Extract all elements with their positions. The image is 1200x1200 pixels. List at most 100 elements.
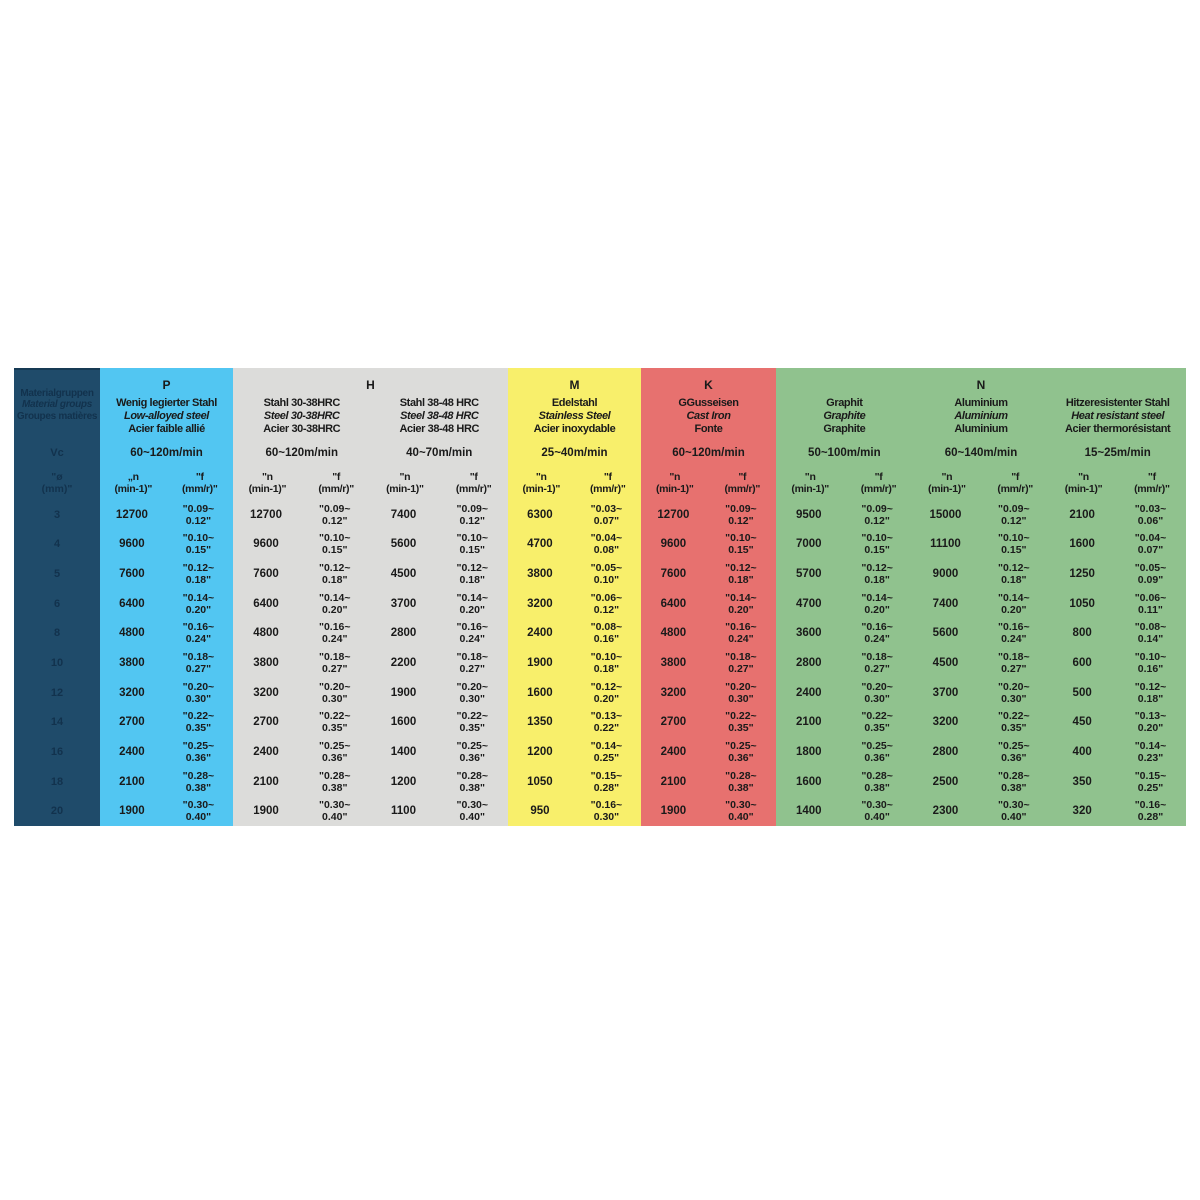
label-title-de: Materialgruppen: [20, 387, 94, 399]
feed-range-value: "0.25~ 0.36": [164, 737, 233, 767]
spindle-speed-value: 3200: [119, 686, 145, 699]
spindle-speed-value: 1100: [391, 805, 416, 818]
spindle-speed-value: 1600: [527, 686, 553, 699]
feed-range-value: "0.28~ 0.38": [706, 767, 776, 797]
feed-range-line1: "0.22~: [456, 710, 489, 723]
table-row: 1400 "0.30~ 0.40": [776, 796, 913, 826]
feed-range-value: "0.22~ 0.35": [437, 707, 509, 737]
spindle-speed-value: 7000: [796, 538, 822, 551]
feed-range-line1: "0.30~: [456, 799, 489, 812]
material-groups-label-column: Materialgruppen Material groups Groupes …: [14, 368, 100, 826]
f-header: "f (mm/r)": [1118, 466, 1186, 500]
feed-range-line1: "0.10~: [182, 532, 215, 545]
spindle-speed-value: 5600: [390, 538, 417, 551]
material-name: Stahl 30-38HRC Steel 30-38HRC Acier 30-38H…: [233, 392, 371, 440]
n-header-line: (min-1)": [248, 483, 287, 495]
f-header-line: "f: [1147, 471, 1156, 483]
feed-range-line1: "0.08~: [1134, 621, 1167, 634]
table-row: 1900 "0.30~ 0.40": [100, 796, 233, 826]
n-header-line: "n: [261, 471, 273, 483]
feed-range-line2: 0.40": [459, 811, 485, 824]
feed-range-line1: "0.22~: [182, 710, 215, 723]
f-header-line: (mm/r)": [589, 483, 626, 495]
f-header: "f (mm/r)": [844, 466, 912, 500]
material-name-fr: Aluminium: [954, 422, 1008, 435]
spindle-speed-value: 1600: [390, 716, 417, 729]
n-header-line: „n: [127, 471, 139, 483]
feed-range-value: "0.06~ 0.12": [572, 589, 641, 619]
column-subheaders: "n (min-1)" "f (mm/r)": [371, 466, 509, 500]
material-name-fr: Acier faible allié: [128, 422, 205, 435]
feed-range-line2: 0.30": [864, 692, 890, 705]
cutting-speed: 50~100m/min: [808, 447, 881, 459]
feed-range-line1: "0.14~: [590, 739, 623, 752]
material-name-de: Wenig legierter Stahl: [116, 396, 217, 409]
feed-range-value: "0.30~ 0.40": [978, 796, 1049, 826]
feed-range-value: "0.06~ 0.11": [1115, 589, 1186, 619]
feed-range-line1: "0.16~: [998, 621, 1030, 634]
feed-range-value: "0.22~ 0.35": [978, 707, 1049, 737]
n-header-line: "n: [669, 471, 681, 483]
feed-range-line2: 0.38": [322, 781, 348, 794]
table-row: 1600 "0.04~ 0.07": [1049, 530, 1186, 560]
diameter-value: 5: [53, 568, 61, 581]
feed-range-value: "0.18~ 0.27": [842, 648, 913, 678]
diameter-header: "ø (mm)": [14, 466, 100, 500]
table-row: 2400 "0.20~ 0.30": [776, 678, 913, 708]
feed-range-value: "0.22~ 0.35": [706, 707, 776, 737]
cutting-speed: 60~120m/min: [672, 447, 745, 459]
cutting-speed: 40~70m/min: [406, 447, 473, 459]
feed-range-value: "0.10~ 0.16": [1115, 648, 1186, 678]
feed-range-value: "0.08~ 0.14": [1115, 619, 1186, 649]
feed-range-value: "0.20~ 0.30": [706, 678, 776, 708]
feed-range-line1: "0.16~: [1134, 799, 1167, 812]
spindle-speed-value: 9000: [932, 568, 959, 581]
feed-range-line1: "0.30~: [182, 799, 215, 812]
feed-range-line2: 0.35": [1001, 722, 1027, 735]
material-group-k: K GGusseisen Cast Iron Fonte 60~120m/min "n (m…: [641, 368, 776, 826]
feed-range-value: "0.28~ 0.38": [842, 767, 913, 797]
feed-range-value: "0.14~ 0.20": [978, 589, 1049, 619]
spindle-speed-value: 600: [1072, 657, 1092, 670]
group-letter: K: [704, 378, 713, 392]
material-column: Stahl 38-48 HRC Steel 38-48 HRC Acier 38-4…: [371, 392, 509, 826]
table-row: 1900 "0.20~ 0.30": [371, 678, 509, 708]
feed-range-value: "0.12~ 0.20": [572, 678, 641, 708]
material-name-en: Stainless Steel: [538, 409, 611, 422]
feed-range-line1: "0.20~: [861, 680, 893, 693]
data-rows: 15000 "0.09~ 0.12" 11100 "0.10~ 0.15" 9000 "0.1…: [913, 500, 1050, 826]
table-row: 1400 "0.25~ 0.36": [371, 737, 509, 767]
material-group-n: N Graphit Graphite Graphite 50~100m/min "n (mi…: [776, 368, 1186, 826]
feed-range-line1: "0.10~: [998, 532, 1030, 545]
feed-range-line2: 0.18": [459, 574, 485, 587]
table-row: 12700 "0.09~ 0.12": [641, 500, 776, 530]
feed-range-line2: 0.30": [185, 692, 212, 705]
n-header: "n (min-1)": [776, 466, 844, 500]
spindle-speed-value: 3700: [932, 686, 959, 699]
diameter-value: 16: [50, 745, 64, 758]
feed-range-line1: "0.25~: [725, 739, 757, 752]
feed-range-value: "0.28~ 0.38": [164, 767, 233, 797]
feed-range-line2: 0.12": [1001, 514, 1027, 527]
feed-range-line2: 0.24": [322, 633, 348, 646]
spindle-speed-value: 7600: [660, 568, 687, 581]
table-row: 2100 "0.22~ 0.35": [776, 707, 913, 737]
material-name: Hitzeresistenter Stahl Heat resistant ste…: [1049, 392, 1186, 440]
material-group-h: H Stahl 30-38HRC Steel 30-38HRC Acier 30-38…: [233, 368, 508, 826]
feed-range-value: "0.04~ 0.08": [572, 530, 641, 560]
table-row: 9600 "0.10~ 0.15": [233, 530, 371, 560]
n-header-line: (min-1)": [928, 483, 966, 495]
feed-range-line1: "0.28~: [456, 769, 489, 782]
spindle-speed-value: 2700: [660, 716, 687, 729]
spindle-speed-value: 2700: [119, 716, 145, 729]
data-rows: 7400 "0.09~ 0.12" 5600 "0.10~ 0.15" 4500 "0.12~…: [371, 500, 509, 826]
feed-range-line1: "0.25~: [182, 739, 215, 752]
table-row: 4700 "0.04~ 0.08": [508, 530, 641, 560]
table-row: 1250 "0.05~ 0.09": [1049, 559, 1186, 589]
spindle-speed-value: 9600: [119, 538, 145, 551]
feed-range-line1: "0.10~: [318, 532, 351, 545]
feed-range-value: "0.30~ 0.40": [437, 796, 509, 826]
data-rows: 2100 "0.03~ 0.06" 1600 "0.04~ 0.07" 1250 "0.05~…: [1049, 500, 1186, 826]
feed-range-value: "0.04~ 0.07": [1115, 530, 1186, 560]
